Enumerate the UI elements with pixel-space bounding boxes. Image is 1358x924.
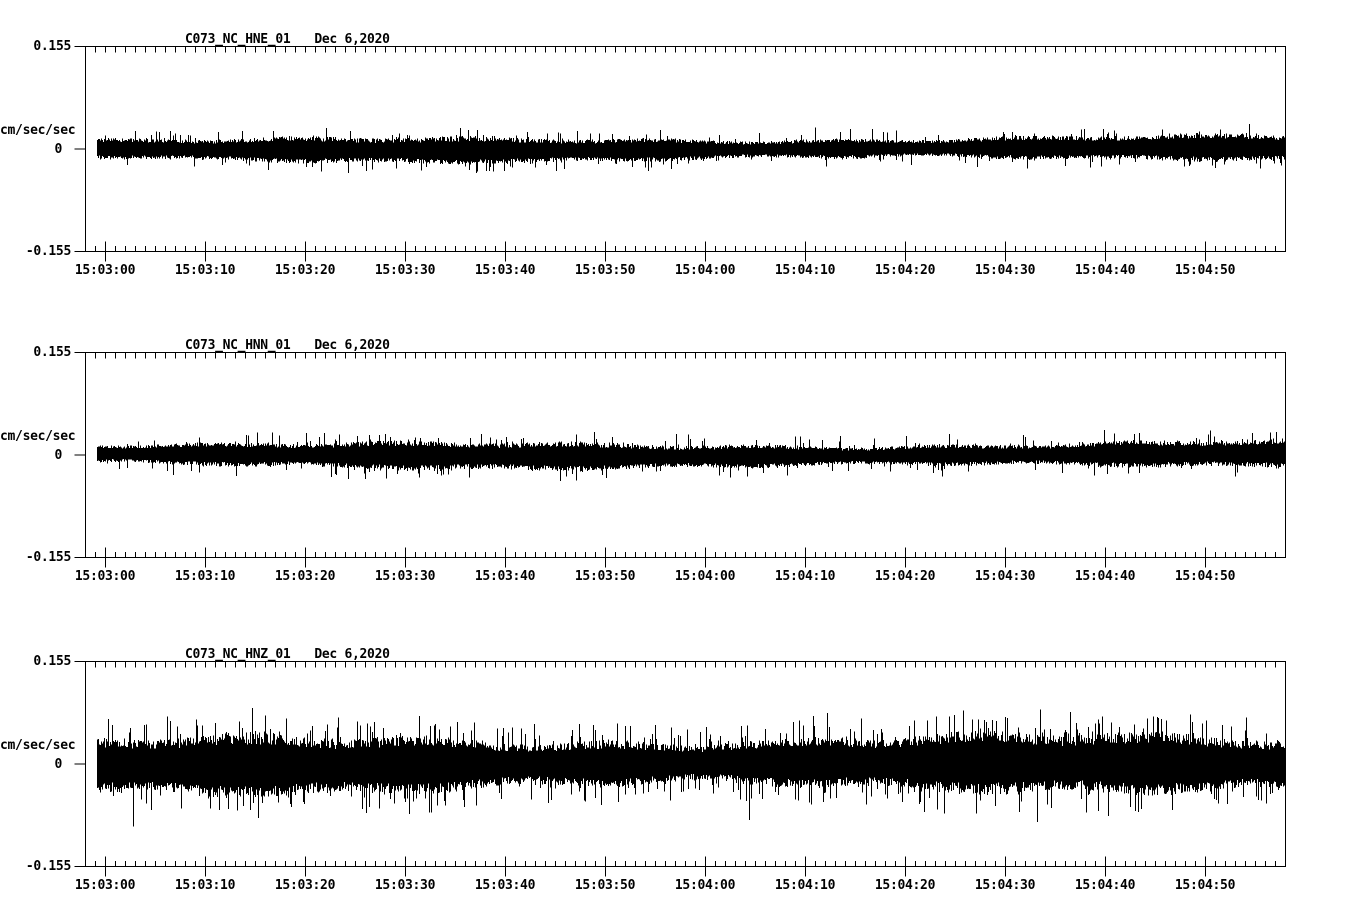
station-channel-label: C073_NC_HNE_01 (185, 32, 291, 47)
x-tick-label: 15:04:20 (874, 878, 936, 893)
x-tick-label: 15:04:30 (974, 263, 1036, 278)
x-tick-label: 15:04:40 (1074, 263, 1136, 278)
x-tick-label: 15:04:10 (774, 569, 836, 584)
x-tick-labels-hne: 15:03:00 15:03:10 15:03:20 15:03:30 15:03:40… (0, 263, 1358, 279)
x-tick-label: 15:03:40 (474, 263, 536, 278)
yzero-label: 0 (54, 448, 62, 463)
ymin-label: -0.155 (25, 244, 71, 259)
ymax-label: 0.155 (33, 654, 71, 669)
ymin-label: -0.155 (25, 859, 71, 874)
x-tick-label: 15:03:30 (374, 878, 436, 893)
axis-ticks (74, 352, 1276, 568)
date-label: Dec 6,2020 (314, 338, 390, 353)
x-tick-label: 15:03:30 (374, 569, 436, 584)
date-label: Dec 6,2020 (314, 647, 390, 662)
panel-title-hnz: C073_NC_HNZ_01 Dec 6,2020 (185, 647, 390, 662)
x-tick-label: 15:03:00 (74, 878, 136, 893)
x-tick-labels-hnn: 15:03:00 15:03:10 15:03:20 15:03:30 15:03:40… (0, 569, 1358, 585)
x-tick-label: 15:04:00 (674, 263, 736, 278)
station-channel-label: C073_NC_HNN_01 (185, 338, 291, 353)
x-tick-label: 15:03:00 (74, 263, 136, 278)
x-tick-label: 15:03:50 (574, 878, 636, 893)
waveform-plot-hne (74, 46, 1286, 262)
x-tick-label: 15:03:00 (74, 569, 136, 584)
ymin-label: -0.155 (25, 550, 71, 565)
panel-title-hnn: C073_NC_HNN_01 Dec 6,2020 (185, 338, 390, 353)
x-tick-label: 15:04:50 (1174, 569, 1236, 584)
ymax-label: 0.155 (33, 345, 71, 360)
x-tick-label: 15:03:10 (174, 569, 236, 584)
x-tick-label: 15:03:10 (174, 263, 236, 278)
axis-ticks (74, 46, 1276, 262)
waveform-trace (97, 707, 1286, 827)
x-tick-label: 15:03:40 (474, 569, 536, 584)
y-unit-label: cm/sec/sec (0, 429, 76, 444)
ymax-label: 0.155 (33, 39, 71, 54)
x-tick-label: 15:03:10 (174, 878, 236, 893)
waveform-trace (97, 429, 1286, 481)
x-tick-label: 15:03:50 (574, 263, 636, 278)
x-tick-label: 15:04:50 (1174, 263, 1236, 278)
date-label: Dec 6,2020 (314, 32, 390, 47)
x-tick-label: 15:04:20 (874, 569, 936, 584)
x-tick-label: 15:04:30 (974, 569, 1036, 584)
yzero-label: 0 (54, 757, 62, 772)
x-tick-label: 15:04:20 (874, 263, 936, 278)
x-tick-label: 15:04:00 (674, 878, 736, 893)
x-tick-labels-hnz: 15:03:00 15:03:10 15:03:20 15:03:30 15:03:40… (0, 878, 1358, 894)
x-tick-label: 15:04:00 (674, 569, 736, 584)
x-tick-label: 15:03:20 (274, 569, 336, 584)
yzero-label: 0 (54, 142, 62, 157)
x-tick-label: 15:03:40 (474, 878, 536, 893)
x-tick-label: 15:04:10 (774, 263, 836, 278)
x-tick-label: 15:03:20 (274, 878, 336, 893)
y-unit-label: cm/sec/sec (0, 738, 76, 753)
waveform-plot-hnn (74, 352, 1286, 568)
x-tick-label: 15:03:30 (374, 263, 436, 278)
waveform-trace (97, 123, 1286, 173)
waveform-plot-hnz (74, 661, 1286, 877)
x-tick-label: 15:04:50 (1174, 878, 1236, 893)
x-tick-label: 15:04:10 (774, 878, 836, 893)
x-tick-label: 15:04:30 (974, 878, 1036, 893)
x-tick-label: 15:03:50 (574, 569, 636, 584)
station-channel-label: C073_NC_HNZ_01 (185, 647, 291, 662)
axis-ticks (74, 661, 1276, 877)
panel-title-hne: C073_NC_HNE_01 Dec 6,2020 (185, 32, 390, 47)
y-unit-label: cm/sec/sec (0, 123, 76, 138)
x-tick-label: 15:03:20 (274, 263, 336, 278)
x-tick-label: 15:04:40 (1074, 569, 1136, 584)
x-tick-label: 15:04:40 (1074, 878, 1136, 893)
